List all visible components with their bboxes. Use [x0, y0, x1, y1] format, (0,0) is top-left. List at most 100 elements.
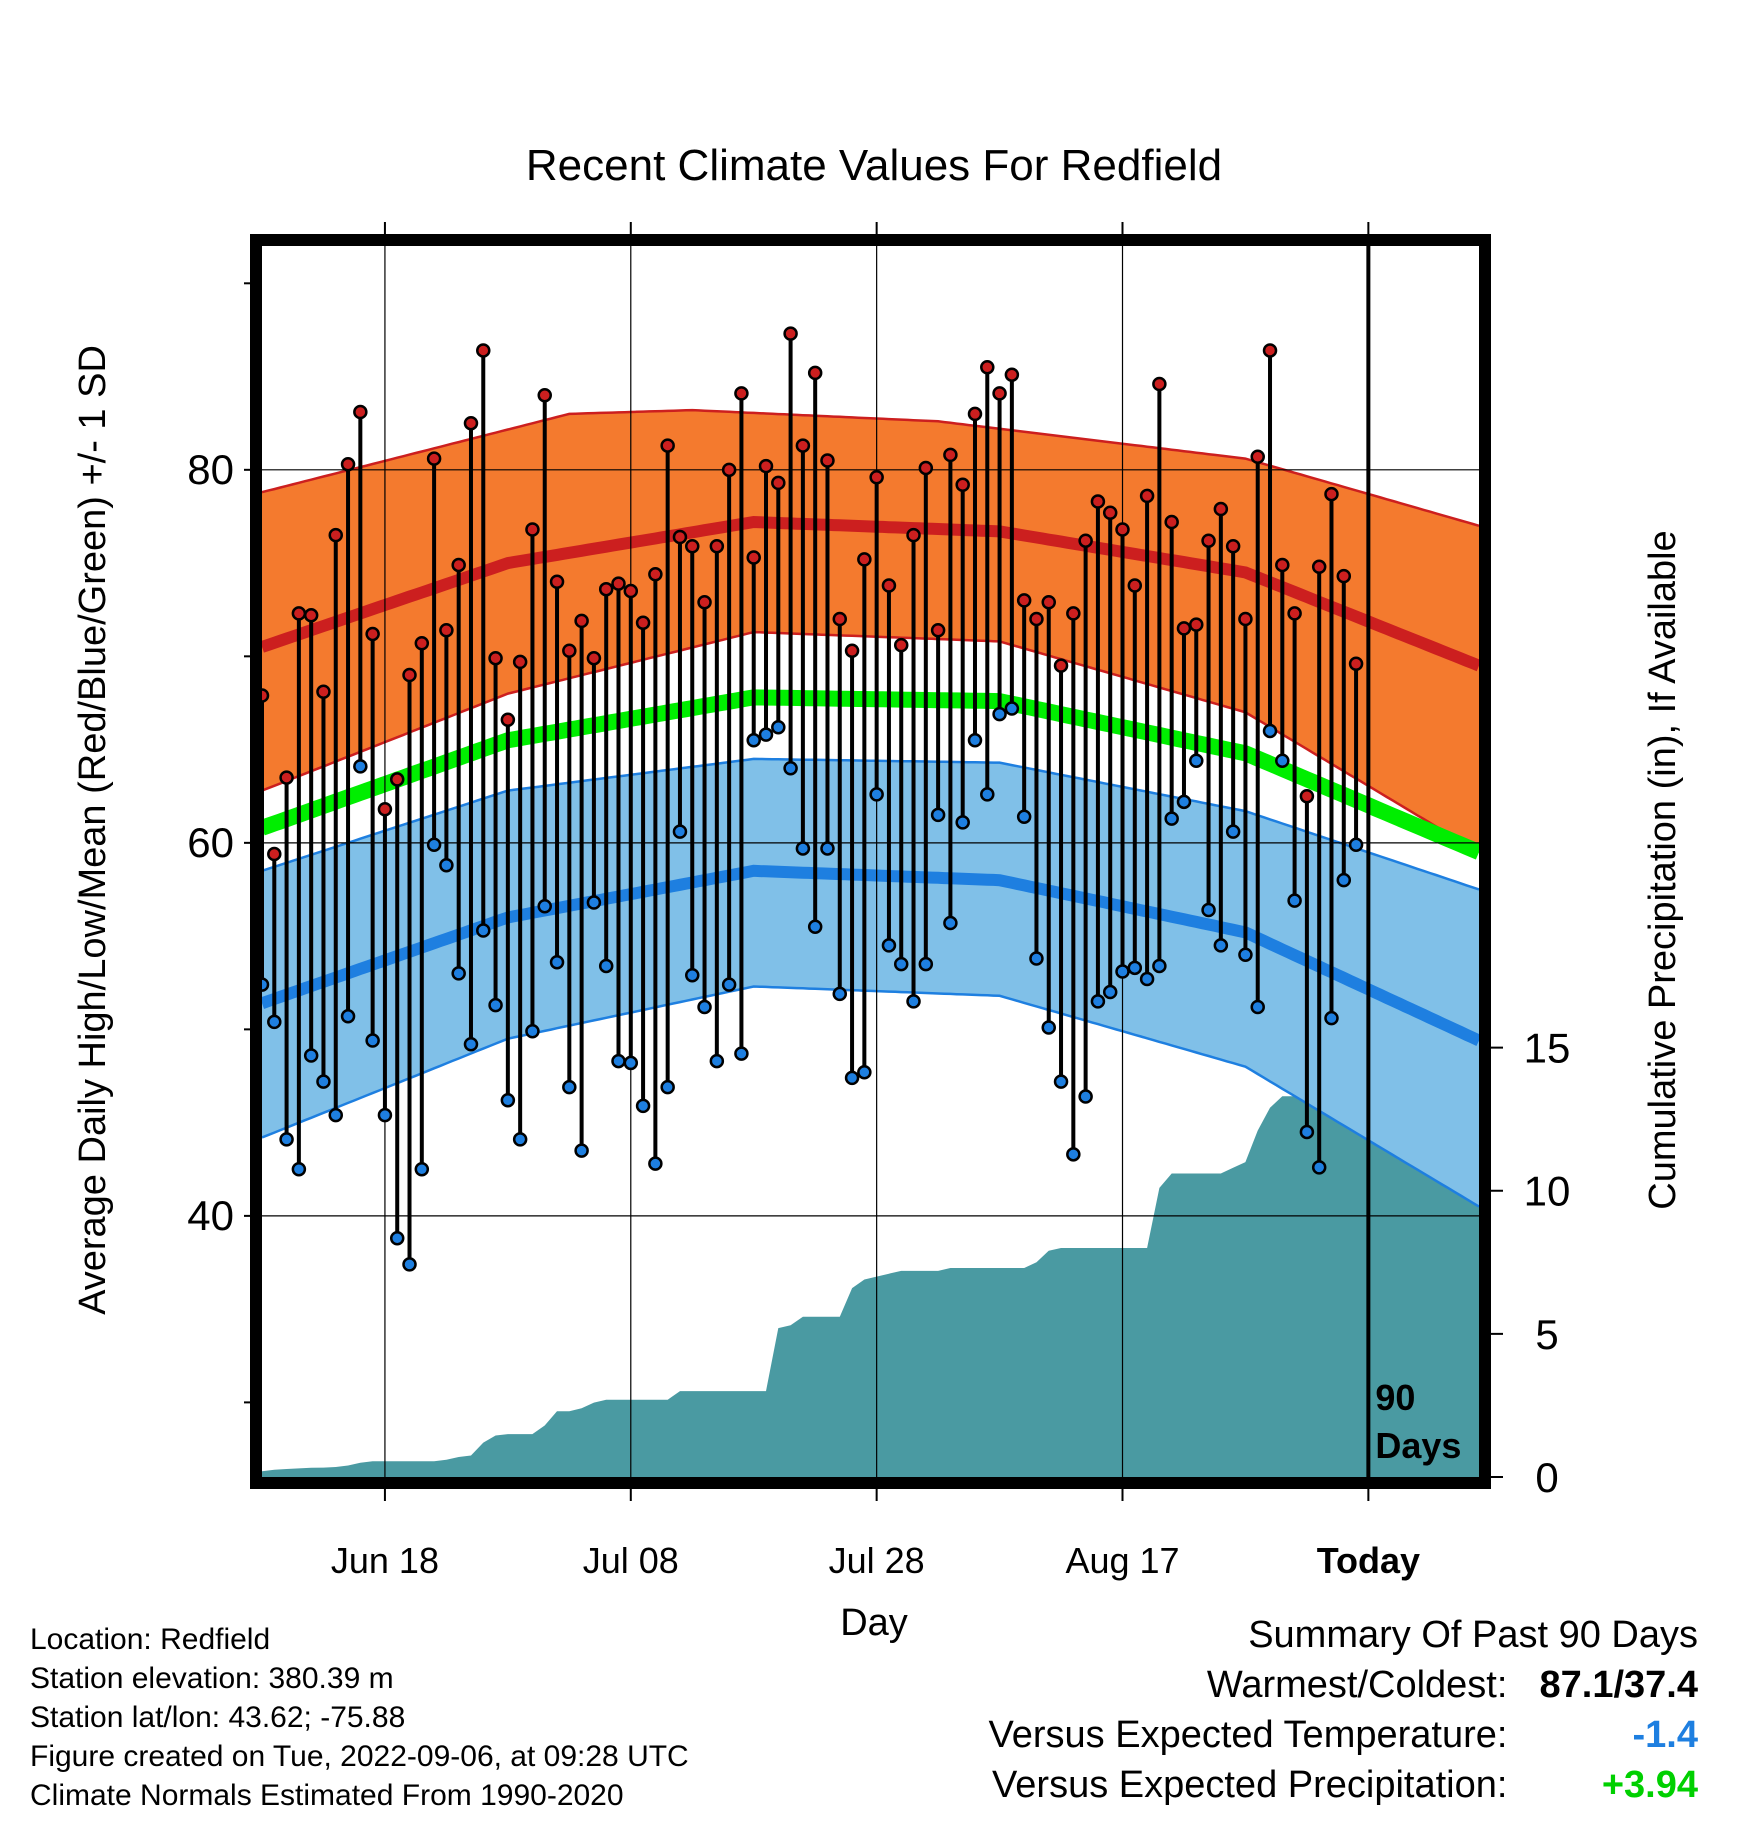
daily-high-point	[1201, 533, 1216, 548]
y2-tick-label: 5	[1535, 1311, 1558, 1358]
y-axis-title: Average Daily High/Low/Mean (Red/Blue/Gr…	[72, 345, 114, 1315]
daily-low-point	[1262, 723, 1278, 739]
daily-low-point	[291, 1162, 307, 1177]
daily-low-point	[328, 1107, 344, 1123]
daily-high-point	[586, 650, 602, 666]
daily-high-point	[377, 802, 393, 817]
daily-high-point	[1053, 658, 1069, 673]
daily-low-point	[1225, 824, 1241, 839]
plot-frame	[250, 234, 1491, 1489]
daily-low-point	[1078, 1089, 1093, 1104]
daily-low-point	[1213, 938, 1229, 953]
daily-low-point	[1139, 971, 1155, 987]
daily-low-point	[525, 1023, 540, 1039]
daily-high-point	[1066, 606, 1081, 621]
daily-high-point	[1311, 559, 1327, 575]
daily-low-point	[402, 1257, 417, 1272]
y-tick-label: 80	[187, 446, 234, 493]
daily-low-point	[1016, 809, 1032, 824]
daily-low-point	[426, 837, 442, 852]
daily-low-point	[955, 815, 970, 830]
daily-high-point	[955, 477, 970, 492]
daily-high-point	[1299, 788, 1315, 804]
daily-high-point	[697, 594, 712, 610]
daily-high-point	[771, 475, 786, 491]
y2-tick-label: 10	[1524, 1168, 1571, 1215]
daily-low-point	[377, 1107, 393, 1123]
daily-low-point	[1250, 999, 1265, 1015]
daily-low-point	[1324, 1010, 1339, 1026]
daily-low-point	[1275, 753, 1290, 769]
daily-low-point	[1164, 811, 1179, 826]
daily-high-point	[648, 567, 663, 582]
daily-high-point	[685, 539, 700, 554]
daily-low-point	[303, 1048, 319, 1063]
daily-low-point	[1336, 872, 1352, 888]
daily-high-point	[758, 458, 774, 474]
extremes-label: Warmest/Coldest:	[1206, 1664, 1508, 1706]
daily-high-point	[451, 557, 466, 573]
daily-high-point	[660, 438, 675, 453]
daily-high-point	[967, 406, 983, 422]
daily-high-point	[1275, 557, 1290, 573]
daily-high-point	[525, 522, 540, 537]
daily-low-point	[807, 919, 823, 935]
chart-title: Recent Climate Values For Redfield	[526, 141, 1222, 190]
daily-high-point	[574, 613, 589, 629]
daily-high-point	[353, 404, 368, 420]
summary-heading: Summary Of Past 90 Days	[1248, 1614, 1698, 1656]
daily-low-point	[1090, 994, 1106, 1009]
daily-high-point	[807, 365, 823, 381]
y2-tick-label: 15	[1524, 1025, 1571, 1072]
daily-high-point	[291, 606, 307, 621]
daily-low-point	[316, 1074, 331, 1089]
daily-high-point	[881, 578, 897, 593]
x-tick-label: Jul 08	[583, 1540, 679, 1581]
daily-low-point	[500, 1092, 516, 1108]
daily-high-point	[918, 460, 934, 476]
daily-high-point	[1176, 621, 1192, 636]
daily-low-point	[906, 994, 921, 1009]
precip-anomaly-value: +3.94	[1601, 1764, 1698, 1806]
daily-low-point	[734, 1046, 749, 1061]
daily-low-point	[451, 966, 466, 981]
daily-high-point	[1041, 594, 1056, 610]
daily-high-point	[439, 622, 454, 638]
daily-high-point	[992, 386, 1007, 401]
daily-low-point	[1311, 1160, 1327, 1175]
daily-high-point	[1189, 617, 1204, 632]
daily-low-point	[1189, 753, 1204, 769]
daily-low-point	[918, 956, 934, 972]
daily-high-point	[512, 654, 528, 670]
daily-low-point	[340, 1009, 356, 1024]
daily-low-point	[365, 1033, 380, 1048]
low-lower-line	[262, 985, 1479, 1208]
summary-precip-row: Versus Expected Precipitation: +3.94	[989, 1760, 1698, 1810]
daily-high-point	[1238, 611, 1253, 627]
daily-low-point	[574, 1143, 589, 1158]
x-axis-title: Day	[840, 1602, 908, 1644]
daily-high-point	[869, 470, 884, 485]
daily-low-point	[562, 1079, 577, 1095]
daily-high-point	[820, 453, 835, 468]
daily-low-point	[1053, 1074, 1069, 1089]
daily-low-point	[930, 807, 946, 823]
daily-high-point	[844, 643, 860, 658]
daily-low-point	[1004, 701, 1020, 716]
daily-high-point	[734, 386, 749, 401]
daily-high-point	[1164, 514, 1179, 530]
daily-high-point	[746, 550, 761, 565]
daily-high-point	[1348, 656, 1364, 672]
summary-panel: Summary Of Past 90 Days Warmest/Coldest:…	[989, 1610, 1698, 1810]
daily-low-point	[783, 760, 798, 776]
daily-low-point	[1029, 951, 1044, 966]
daily-high-point	[476, 343, 491, 358]
daily-high-point	[623, 583, 639, 599]
daily-high-point	[906, 527, 921, 543]
daily-low-point	[353, 759, 368, 774]
daily-high-point	[635, 615, 651, 631]
daily-high-point	[709, 539, 725, 554]
low-upper-line	[262, 757, 1479, 891]
normal-mean-line	[262, 689, 1479, 860]
daily-low-point	[672, 824, 688, 839]
